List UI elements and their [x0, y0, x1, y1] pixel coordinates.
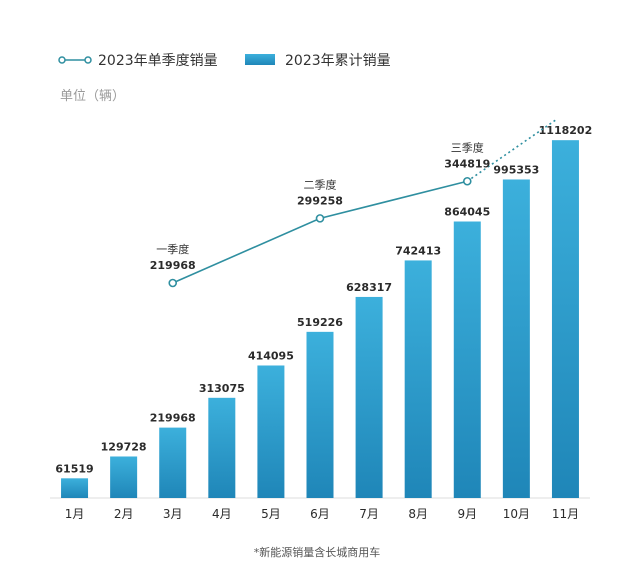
bar-7: [355, 296, 383, 498]
bar-5: [257, 365, 285, 498]
legend-quarterly-label: 2023年单季度销量: [98, 53, 218, 69]
bar-value-labels: 61519 129728 219968 313075 414095 519226 62831…: [55, 124, 592, 475]
bar-2: [110, 456, 138, 498]
bar-value-label: 864045: [444, 206, 490, 219]
quarter-value-label: 219968: [150, 259, 196, 272]
quarterly-point-2: [315, 214, 325, 223]
month-label: 6月: [310, 507, 330, 521]
bar-value-label: 313075: [199, 382, 245, 395]
bar-4: [208, 397, 236, 498]
bar-value-label: 995353: [493, 163, 539, 176]
quarterly-point-1: [168, 278, 178, 288]
bar-value-label: 129728: [101, 440, 147, 453]
bar-3: [159, 427, 187, 498]
month-label: 1月: [65, 507, 85, 521]
month-label: 2月: [114, 507, 134, 521]
bar-6: [306, 331, 334, 498]
quarter-name-label: 二季度: [304, 177, 337, 191]
bars-group: [61, 140, 579, 498]
month-label: 7月: [359, 507, 379, 521]
month-label: 9月: [457, 507, 477, 521]
legend: 2023年单季度销量 2023年累计销量: [58, 53, 391, 69]
quarterly-point-3: [462, 176, 472, 186]
bar-value-label: 219968: [150, 412, 196, 425]
quarterly-line-group: 一季度 219968 二季度 299258 三季度 344819: [150, 119, 556, 288]
bar-8: [404, 260, 432, 498]
month-label: 4月: [212, 507, 232, 521]
unit-label: 单位（辆）: [60, 89, 125, 104]
quarter-name-label: 三季度: [451, 140, 484, 154]
bar-value-label: 742413: [395, 244, 441, 257]
month-label: 5月: [261, 507, 281, 521]
quarter-value-label: 299258: [297, 194, 343, 207]
bar-1: [61, 478, 89, 498]
footnote: *新能源销量含长城商用车: [254, 545, 381, 559]
legend-cumulative-bar-icon: [245, 54, 275, 65]
month-label: 11月: [552, 507, 579, 521]
bar-value-label: 1118202: [539, 124, 593, 137]
bar-10: [502, 179, 530, 498]
legend-cumulative-label: 2023年累计销量: [285, 53, 391, 69]
bar-value-label: 61519: [55, 462, 93, 475]
bar-value-label: 628317: [346, 281, 392, 294]
quarter-value-label: 344819: [444, 157, 490, 170]
month-tick-labels: 1月 2月 3月 4月 5月 6月 7月 8月 9月 10月 11月: [65, 507, 579, 521]
bar-value-label: 519226: [297, 316, 343, 329]
month-label: 10月: [503, 507, 530, 521]
bar-11: [551, 140, 579, 498]
bar-9: [453, 221, 481, 498]
quarter-name-label: 一季度: [156, 242, 189, 256]
bar-value-label: 414095: [248, 349, 294, 362]
legend-quarterly-line-icon: [58, 56, 92, 64]
month-label: 8月: [408, 507, 428, 521]
month-label: 3月: [163, 507, 183, 521]
